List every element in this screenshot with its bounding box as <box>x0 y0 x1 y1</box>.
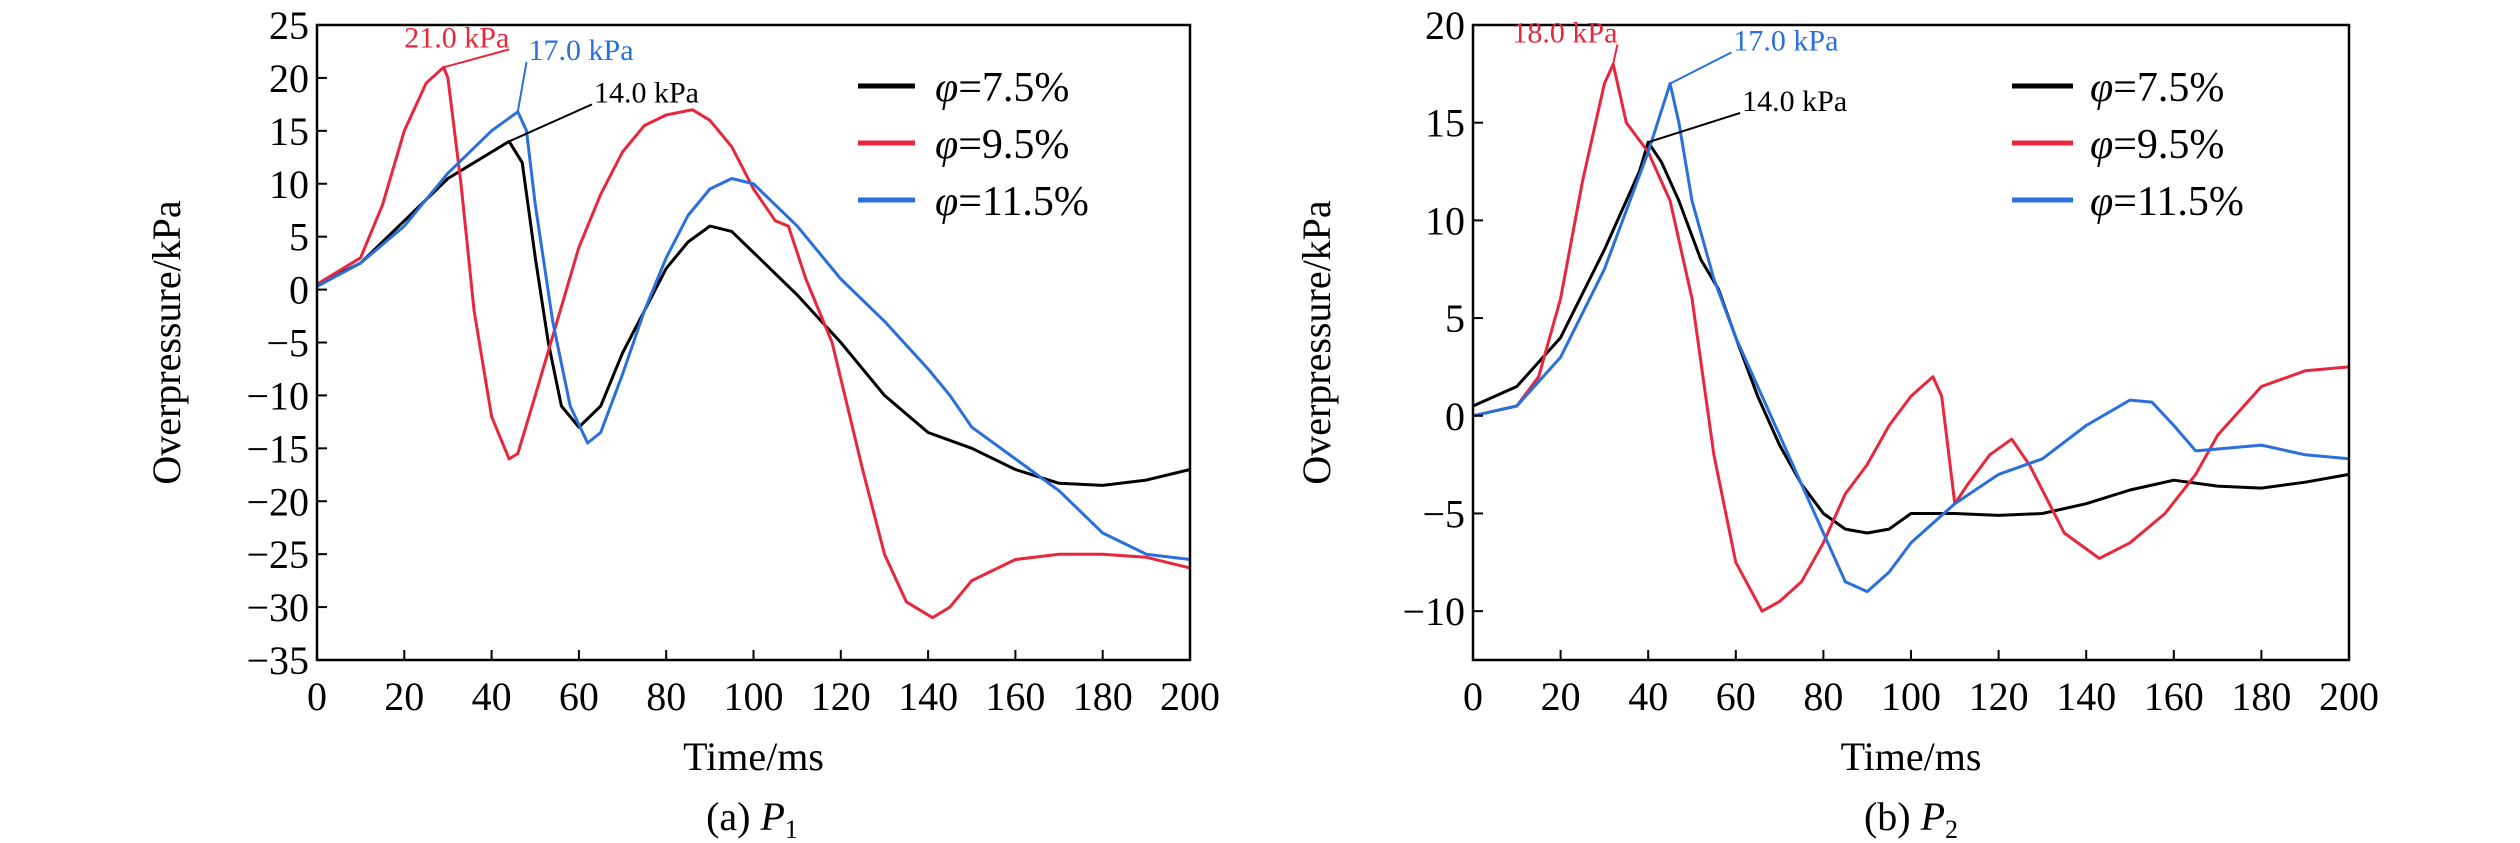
annotation-leader <box>508 103 593 143</box>
x-tick-label: 180 <box>2231 674 2291 719</box>
y-tick-label: −5 <box>266 321 309 366</box>
x-tick-label: 120 <box>811 674 871 719</box>
legend-label: φ=7.5% <box>2090 65 2224 111</box>
peak-annotation: 14.0 kPa <box>1742 85 1847 118</box>
x-tick-label: 200 <box>2319 674 2379 719</box>
x-tick-label: 20 <box>1541 674 1581 719</box>
series-line-3 <box>316 110 1191 561</box>
series-line-3 <box>1472 82 2350 594</box>
x-axis-title: Time/ms <box>1841 734 1982 779</box>
x-tick-label: 40 <box>1628 674 1668 719</box>
annotation-leader <box>1647 111 1741 144</box>
legend-label: φ=9.5% <box>2090 122 2224 168</box>
y-tick-label: −20 <box>246 479 309 524</box>
y-axis-title: Overpressure/kPa <box>1294 200 1339 485</box>
series-line-1 <box>316 139 1191 487</box>
y-tick-label: −5 <box>1422 491 1465 536</box>
series-line-2 <box>316 65 1191 620</box>
y-tick-label: 5 <box>1445 296 1465 341</box>
legend-label: φ=11.5% <box>935 179 1089 225</box>
peak-annotation: 17.0 kPa <box>1733 24 1838 57</box>
chart-panel-b: 0 20 40 60 80 100 120 140 160 180 200 −10 −5 0 5 10 15 20… <box>1294 3 2379 843</box>
y-tick-label: −10 <box>1402 589 1465 634</box>
x-tick-label: 0 <box>1463 674 1483 719</box>
x-tick-label: 40 <box>472 674 512 719</box>
x-tick-label: 140 <box>2056 674 2116 719</box>
legend-label: φ=11.5% <box>2090 179 2244 225</box>
x-tick-label: 180 <box>1073 674 1133 719</box>
legend-label: φ=9.5% <box>935 122 1069 168</box>
y-tick-label: 15 <box>1425 101 1465 146</box>
x-tick-label: 100 <box>724 674 784 719</box>
annotation-leader <box>516 61 528 112</box>
y-tick-label: −35 <box>246 638 309 683</box>
annotation-leader <box>1669 51 1732 85</box>
x-axis-title: Time/ms <box>683 734 824 779</box>
y-tick-label: 20 <box>269 56 309 101</box>
x-tick-label: 80 <box>1803 674 1843 719</box>
x-tick-label: 100 <box>1881 674 1941 719</box>
x-tick-label: 120 <box>1969 674 2029 719</box>
x-tick-label: 140 <box>898 674 958 719</box>
plot-frame <box>315 23 1192 662</box>
y-tick-label: 0 <box>289 268 309 313</box>
legend-label: φ=7.5% <box>935 65 1069 111</box>
y-tick-label: −10 <box>246 373 309 418</box>
y-tick-label: 25 <box>269 3 309 48</box>
y-tick-label: 15 <box>269 109 309 154</box>
y-tick-label: 0 <box>1445 394 1465 439</box>
peak-annotation: 21.0 kPa <box>404 21 509 54</box>
y-tick-label: 5 <box>289 215 309 260</box>
panel-caption: (a) P1 <box>706 794 798 843</box>
x-tick-label: 60 <box>1716 674 1756 719</box>
panel-caption: (b) P2 <box>1864 794 1958 843</box>
peak-annotation: 18.0 kPa <box>1512 17 1617 50</box>
x-tick-label: 200 <box>1160 674 1220 719</box>
series-line-1 <box>1472 140 2350 535</box>
y-tick-label: −30 <box>246 585 309 630</box>
y-tick-label: −25 <box>246 532 309 577</box>
x-tick-label: 160 <box>985 674 1045 719</box>
annotation-leader <box>443 48 510 69</box>
y-tick-label: 10 <box>1425 198 1465 243</box>
y-tick-label: 20 <box>1425 3 1465 48</box>
x-tick-label: 80 <box>646 674 686 719</box>
y-axis-title: Overpressure/kPa <box>144 200 189 485</box>
x-tick-label: 0 <box>307 674 327 719</box>
y-tick-label: 10 <box>269 162 309 207</box>
peak-annotation: 14.0 kPa <box>594 76 699 109</box>
series-line-2 <box>1472 62 2350 613</box>
y-tick-label: −15 <box>246 426 309 471</box>
x-tick-label: 20 <box>384 674 424 719</box>
x-tick-label: 60 <box>559 674 599 719</box>
x-tick-label: 160 <box>2144 674 2204 719</box>
plot-frame <box>1471 23 2351 662</box>
chart-panel-a: 0 20 40 60 80 100 120 140 160 180 200−35−30−25−20−… <box>144 3 1220 843</box>
annotation-leader <box>1612 44 1619 65</box>
peak-annotation: 17.0 kPa <box>529 34 634 67</box>
